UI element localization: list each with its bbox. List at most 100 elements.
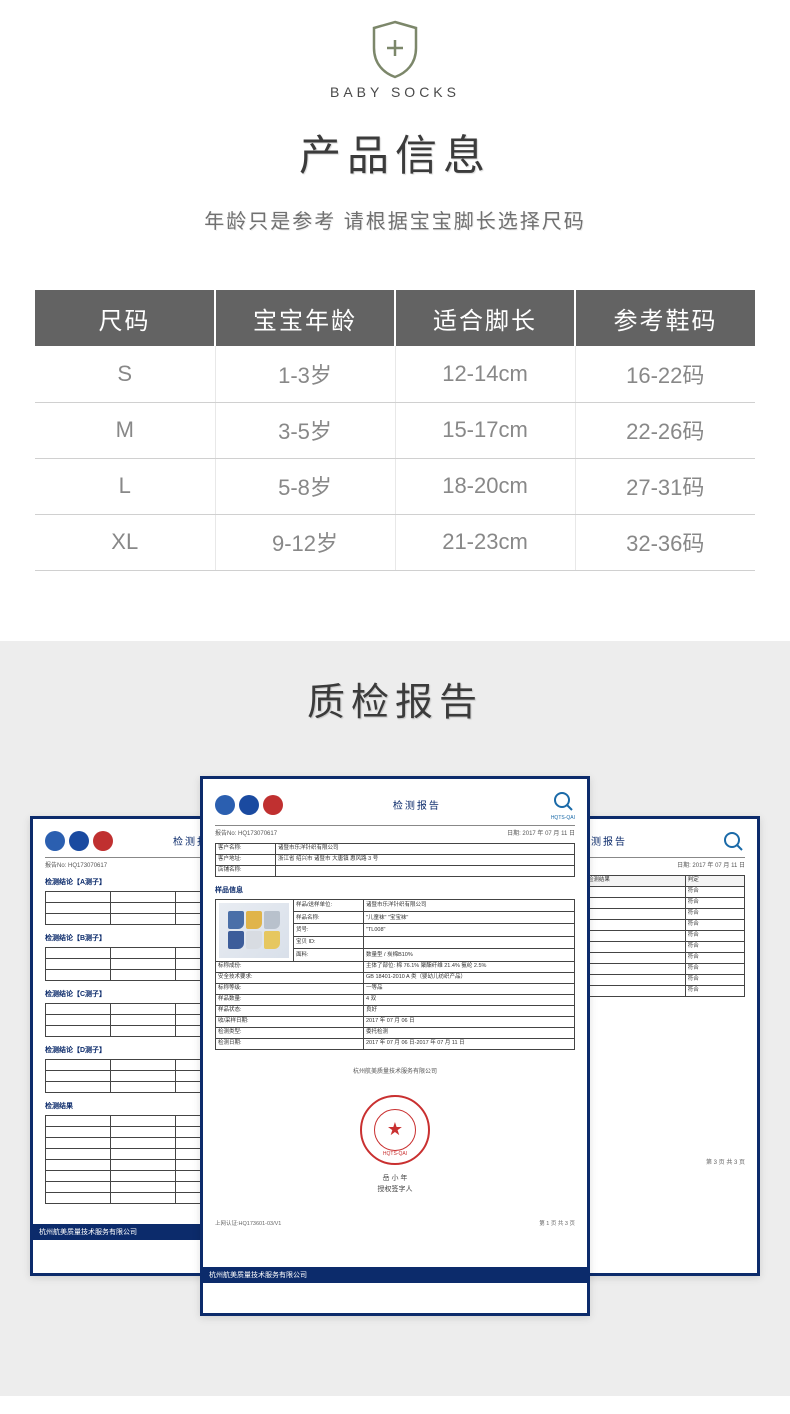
table-row: L5-8岁18-20cm27-31码 xyxy=(35,458,755,514)
sample-cell: 诸暨市乐洋针织有限公司 xyxy=(364,899,575,911)
signatory-role: 授权签字人 xyxy=(215,1184,575,1195)
judge-cell: 符合 xyxy=(685,974,744,985)
sample-cell: "TL008" xyxy=(364,924,575,936)
judge-cell: 符合 xyxy=(685,908,744,919)
report-no: HQ173070617 xyxy=(68,863,107,869)
table-row: S1-3岁12-14cm16-22码 xyxy=(35,346,755,402)
brand-label: BABY SOCKS xyxy=(0,84,790,100)
sample-cell: 委托检测 xyxy=(364,1027,575,1038)
sample-cell: 主体了部位: 棉 76.1% 聚酯纤维 21.4% 氨纶 2.5% xyxy=(364,961,575,972)
table-cell: 9-12岁 xyxy=(215,514,395,570)
reports-stage: 检测报告 报告No: HQ173070617 检测结论【A测子】 检测结论【B测… xyxy=(0,776,790,1336)
page-subtitle: 年龄只是参考 请根据宝宝脚长选择尺码 xyxy=(0,205,790,234)
cust-value xyxy=(276,865,575,876)
shield-icon xyxy=(0,18,790,80)
cust-label: 客户地址: xyxy=(216,854,276,865)
qai-label: HQTS-QAI xyxy=(551,815,575,821)
sample-cell: 标称等级: xyxy=(216,983,364,994)
table-cell: 1-3岁 xyxy=(215,346,395,402)
official-stamp: ★ HQTS-QAI xyxy=(215,1095,575,1165)
judge-cell: 符合 xyxy=(685,985,744,996)
cma-logo-icon xyxy=(93,831,113,851)
table-cell: S xyxy=(35,346,215,402)
sock-thumb-icon xyxy=(228,911,244,929)
sock-thumb-icon xyxy=(264,931,280,949)
accreditation-logos xyxy=(215,795,283,815)
table-cell: XL xyxy=(35,514,215,570)
cust-value: 诸暨市乐洋针织有限公司 xyxy=(276,843,575,854)
page-title: 产品信息 xyxy=(0,122,790,183)
sample-section-head: 样品信息 xyxy=(215,885,575,895)
table-header-row: 尺码 宝宝年龄 适合脚长 参考鞋码 xyxy=(35,290,755,346)
table-cell: 15-17cm xyxy=(395,402,575,458)
ilac-logo-icon xyxy=(215,795,235,815)
report-footer: 杭州航美质量技术服务有限公司 xyxy=(203,1267,587,1283)
size-table: 尺码 宝宝年龄 适合脚长 参考鞋码 S1-3岁12-14cm16-22码M3-5… xyxy=(35,290,755,571)
ilac-logo-icon xyxy=(45,831,65,851)
sock-thumb-icon xyxy=(228,931,244,949)
sample-cell: 2017 年 07 月 06 日 xyxy=(364,1016,575,1027)
table-cell: 5-8岁 xyxy=(215,458,395,514)
sample-cell: 4 双 xyxy=(364,994,575,1005)
sample-cell: 检测类型: xyxy=(216,1027,364,1038)
col-age: 宝宝年龄 xyxy=(215,290,395,346)
sample-cell: 收/采样日期: xyxy=(216,1016,364,1027)
issuer-company: 杭州航美质量技术服务有限公司 xyxy=(215,1066,575,1075)
table-cell: 27-31码 xyxy=(575,458,755,514)
report-no: HQ173070617 xyxy=(238,831,277,837)
col-res: 检测结果 xyxy=(585,875,685,886)
sample-cell: 宝贝 ID: xyxy=(294,936,364,948)
judge-cell: 符合 xyxy=(685,886,744,897)
sample-cell: 样品名称: xyxy=(294,911,364,923)
sock-thumb-icon xyxy=(246,911,262,929)
report-heading: 检测报告 xyxy=(393,797,441,812)
sample-info-table: 样品/送样单位: 诸暨市乐洋针织有限公司 样品名称:"儿童袜" "宝宝袜" 货号… xyxy=(215,899,575,1050)
judge-cell: 符合 xyxy=(685,930,744,941)
cma-logo-icon xyxy=(263,795,283,815)
sample-cell: 样品状态: xyxy=(216,1005,364,1016)
judge-cell: 符合 xyxy=(685,919,744,930)
judge-cell: 符合 xyxy=(685,963,744,974)
sock-thumb-icon xyxy=(246,931,262,949)
sample-cell: "儿童袜" "宝宝袜" xyxy=(364,911,575,923)
table-cell: 12-14cm xyxy=(395,346,575,402)
customer-table: 客户名称:诸暨市乐洋针织有限公司客户地址:浙江省 绍兴市 诸暨市 大唐镇 惠风路… xyxy=(215,843,575,877)
table-cell: L xyxy=(35,458,215,514)
table-cell: 21-23cm xyxy=(395,514,575,570)
report-date: 2017 年 07 月 11 日 xyxy=(522,831,575,837)
sample-cell: GB 18401-2010 A 类（婴幼儿纺织产品） xyxy=(364,972,575,983)
table-cell: 3-5岁 xyxy=(215,402,395,458)
foot-left: 上网认证:HQ173601-03/V1 xyxy=(215,1219,281,1227)
cust-label: 店铺名称: xyxy=(216,865,276,876)
cnas-logo-icon xyxy=(69,831,89,851)
table-cell: M xyxy=(35,402,215,458)
table-cell: 18-20cm xyxy=(395,458,575,514)
judge-cell: 符合 xyxy=(685,897,744,908)
sample-cell xyxy=(364,936,575,948)
report-no-label: 报告No: xyxy=(215,831,236,837)
judge-cell: 符合 xyxy=(685,941,744,952)
table-row: M3-5岁15-17cm22-26码 xyxy=(35,402,755,458)
table-row: XL9-12岁21-23cm32-36码 xyxy=(35,514,755,570)
sample-cell: 样品/送样单位: xyxy=(294,899,364,911)
sample-cell: 良好 xyxy=(364,1005,575,1016)
sample-cell: 数量型 / 炭棉B10% xyxy=(364,949,575,961)
stamp-text: HQTS-QAI xyxy=(383,1151,407,1157)
date-label: 日期: xyxy=(507,831,521,837)
foot-right: 第 1 页 共 3 页 xyxy=(539,1219,575,1227)
col-judge: 判定 xyxy=(685,875,744,886)
qc-title: 质检报告 xyxy=(0,671,790,726)
sock-thumb-icon xyxy=(264,911,280,929)
table-cell: 22-26码 xyxy=(575,402,755,458)
sample-cell: 货号: xyxy=(294,924,364,936)
report-date: 2017 年 07 月 11 日 xyxy=(692,863,745,869)
star-icon: ★ xyxy=(387,1119,403,1140)
cnas-logo-icon xyxy=(239,795,259,815)
qc-report-center: 检测报告 HQTS-QAI 报告No: HQ173070617 日期: 2017… xyxy=(200,776,590,1316)
cust-label: 客户名称: xyxy=(216,843,276,854)
col-foot: 适合脚长 xyxy=(395,290,575,346)
sample-cell: 安全技术要求: xyxy=(216,972,364,983)
signatory-name: 岳 小 年 xyxy=(215,1173,575,1184)
judge-cell: 符合 xyxy=(685,952,744,963)
report-no-label: 报告No: xyxy=(45,863,66,869)
